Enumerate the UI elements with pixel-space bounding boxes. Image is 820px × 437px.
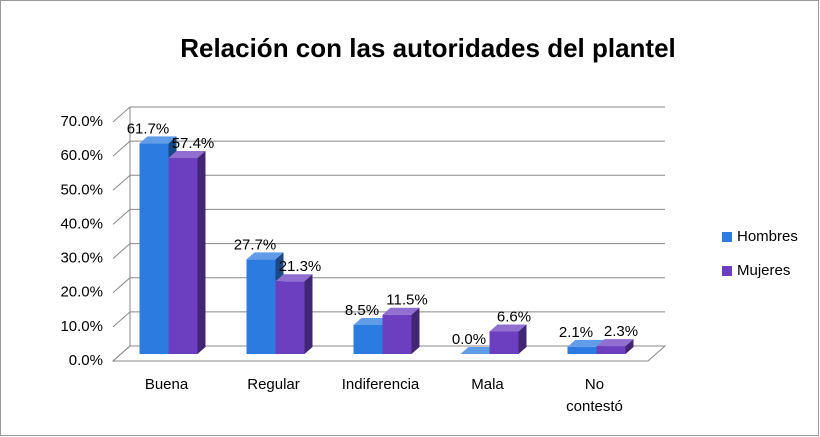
- y-tick-label: 20.0%: [60, 284, 103, 301]
- value-label: 57.4%: [172, 135, 215, 152]
- bar-top: [275, 274, 313, 282]
- bar-side: [625, 339, 634, 354]
- bar-side: [518, 324, 527, 354]
- bar-top: [460, 347, 498, 354]
- bar-top: [382, 307, 420, 315]
- x-tick-label-line: No: [585, 376, 604, 393]
- value-label: 2.1%: [559, 324, 593, 341]
- y-tick-label: 0.0%: [69, 352, 103, 369]
- value-label: 2.3%: [604, 323, 638, 340]
- bar-top: [567, 339, 605, 347]
- legend-label: Mujeres: [737, 262, 790, 279]
- bar-top: [596, 339, 634, 347]
- y-tick-label: 50.0%: [60, 181, 103, 198]
- bar: [353, 324, 383, 354]
- x-tick-label: Mala: [471, 376, 504, 393]
- bar: [596, 346, 626, 354]
- value-label: 6.6%: [497, 308, 531, 325]
- x-tick-label-line: Indiferencia: [342, 376, 420, 393]
- y-tick-label: 70.0%: [60, 113, 103, 130]
- bar-top: [246, 252, 284, 260]
- x-tick-label: Regular: [247, 376, 300, 393]
- x-tick-label-line: Regular: [247, 376, 300, 393]
- legend-swatch: [722, 266, 732, 276]
- value-label: 8.5%: [345, 302, 379, 319]
- y-tick-label: 60.0%: [60, 147, 103, 164]
- bar: [489, 331, 519, 354]
- bar-top: [489, 324, 527, 332]
- bar-top: [139, 136, 177, 144]
- y-tick-label: 40.0%: [60, 215, 103, 232]
- bar-side: [197, 151, 206, 354]
- y-tick-label: 10.0%: [60, 318, 103, 335]
- bar-side: [411, 307, 420, 354]
- bar-top: [168, 151, 206, 159]
- chart-title: Relación con las autoridades del plantel: [180, 33, 676, 63]
- bar: [275, 281, 305, 354]
- value-label: 0.0%: [452, 331, 486, 348]
- legend-swatch: [722, 232, 732, 242]
- value-label: 27.7%: [234, 236, 277, 253]
- x-tick-label-line: Buena: [145, 376, 189, 393]
- x-tick-label-line: Mala: [471, 376, 504, 393]
- bar-top: [353, 317, 391, 325]
- bar: [168, 158, 198, 354]
- bar: [139, 143, 169, 354]
- bar-side: [304, 274, 313, 354]
- legend-label: Hombres: [737, 228, 798, 245]
- y-tick-label: 30.0%: [60, 250, 103, 267]
- value-label: 21.3%: [279, 258, 322, 275]
- x-tick-label: Indiferencia: [342, 376, 420, 393]
- bar: [382, 314, 412, 354]
- x-tick-label-line: contestó: [566, 398, 623, 415]
- value-label: 11.5%: [386, 292, 427, 309]
- value-label: 61.7%: [127, 120, 170, 137]
- x-tick-label: No contestó: [566, 376, 623, 415]
- bar: [567, 346, 597, 354]
- x-tick-label: Buena: [145, 376, 189, 393]
- bar: [246, 259, 276, 354]
